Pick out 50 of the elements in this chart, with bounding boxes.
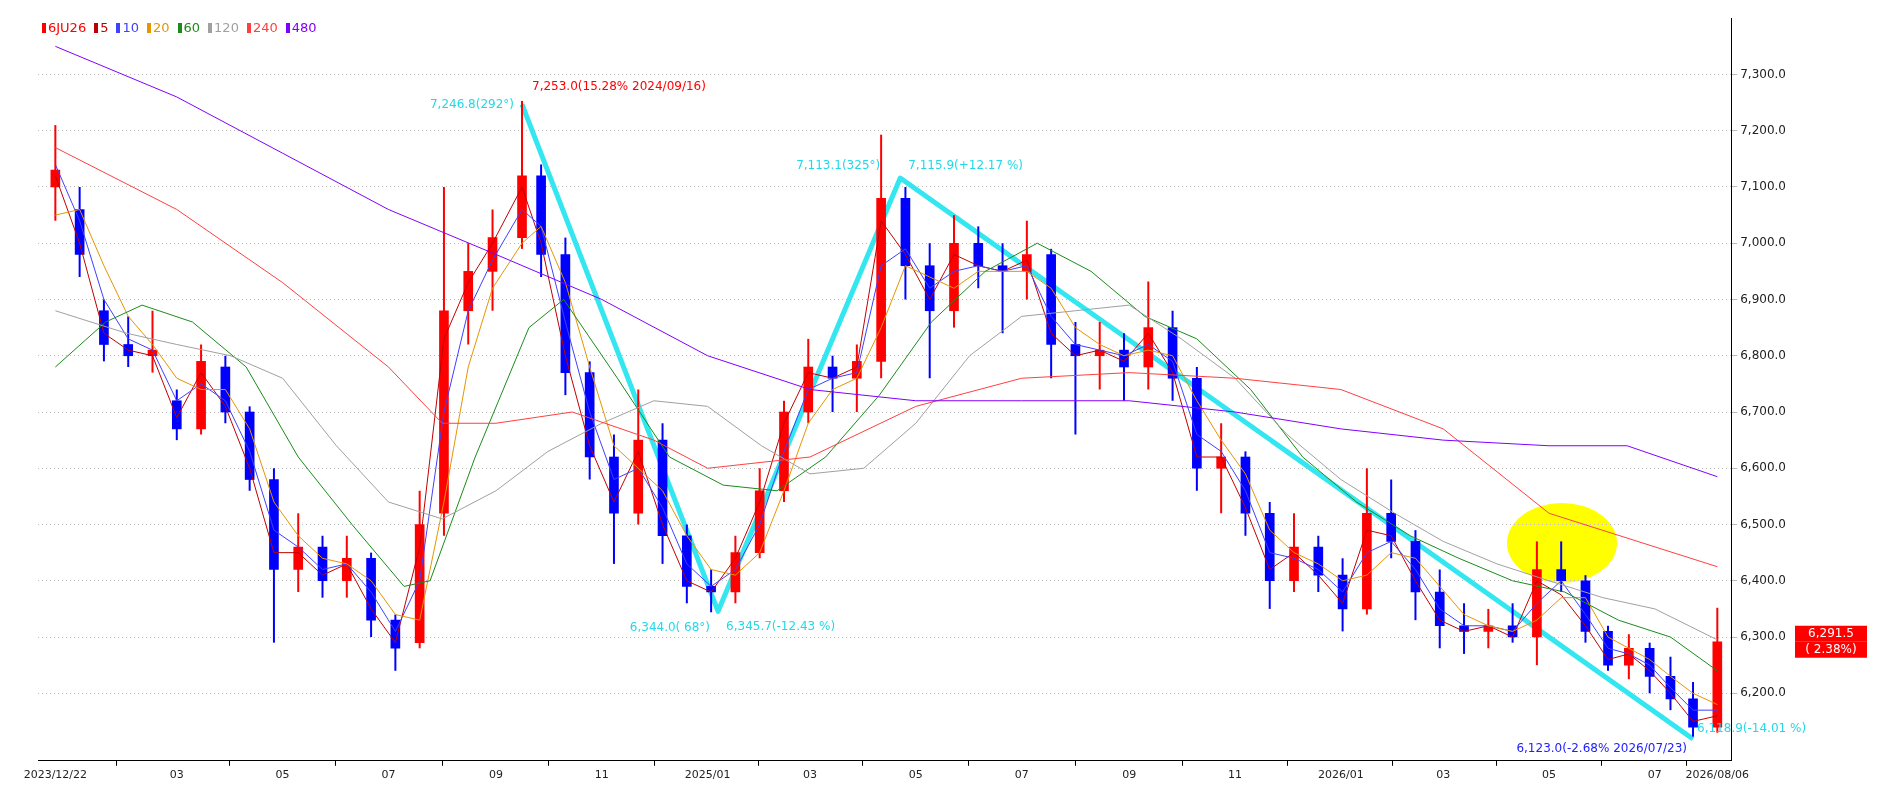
legend-label: 60 — [183, 20, 201, 36]
x-tick-label: 07 — [381, 768, 396, 782]
x-tick-label: 2023/12/22 — [23, 768, 88, 782]
candlestick — [123, 315, 134, 368]
x-tick-label: 03 — [169, 768, 184, 782]
y-tick-label: 6,700.0 — [1740, 404, 1787, 419]
y-tick-label: 6,200.0 — [1740, 685, 1787, 700]
x-tick-label: 09 — [1122, 768, 1137, 782]
x-tick-label: 05 — [1542, 768, 1557, 782]
legend-label: 240 — [252, 20, 278, 36]
x-tick-label: 11 — [1228, 768, 1243, 782]
x-tick-label: 2025/01 — [684, 768, 731, 782]
y-tick-label: 6,300.0 — [1740, 629, 1787, 644]
x-tick-label: 03 — [1436, 768, 1451, 782]
x-tick-label: 11 — [594, 768, 609, 782]
candlestick — [1556, 540, 1567, 594]
y-tick-label: 6,600.0 — [1740, 460, 1787, 475]
annotation: 7,113.1(325°) — [796, 157, 881, 172]
x-tick-label: 2026/01 — [1318, 768, 1364, 782]
y-tick-label: 6,800.0 — [1740, 347, 1787, 362]
legend-label: 20 — [153, 20, 170, 36]
legend-label: 480 — [291, 20, 317, 36]
y-tick-label: 7,300.0 — [1740, 66, 1787, 81]
annotation: 7,253.0(15.28% 2024/09/16) — [532, 79, 706, 94]
legend-label: 10 — [122, 20, 139, 36]
annotation: 6,344.0( 68°) — [629, 620, 711, 635]
legend-label: 120 — [214, 20, 239, 36]
annotation: 7,246.8(292°) — [429, 96, 515, 111]
x-tick-label: 09 — [489, 768, 503, 782]
y-tick-label: 6,400.0 — [1740, 572, 1787, 587]
x-tick-label: 07 — [1647, 768, 1662, 782]
x-tick-label: 05 — [908, 768, 923, 782]
text: ( 2.38%) — [1805, 641, 1857, 656]
x-tick-label: 05 — [275, 768, 290, 782]
annotation: 7,115.9(+12.17 %) — [908, 158, 1024, 173]
annotation: 6,123.0(-2.68% 2026/07/23) — [1516, 740, 1688, 755]
y-tick-label: 6,900.0 — [1740, 291, 1787, 306]
candlestick — [293, 512, 304, 594]
y-tick-label: 6,500.0 — [1740, 516, 1787, 531]
legend-label: 6JU26 — [48, 20, 87, 36]
y-tick-label: 7,100.0 — [1740, 179, 1787, 194]
candlestick — [973, 225, 984, 290]
legend-label: 5 — [100, 20, 109, 36]
y-tick-label: 7,000.0 — [1740, 235, 1787, 250]
x-tick-label: 07 — [1014, 768, 1029, 782]
x-tick-label: 03 — [803, 768, 817, 782]
x-tick-label: 2026/08/06 — [1685, 768, 1750, 782]
text: 6,291.5 — [1808, 625, 1854, 640]
y-tick-label: 7,200.0 — [1740, 122, 1787, 137]
annotation: 6,345.7(-12.43 %) — [726, 619, 836, 634]
